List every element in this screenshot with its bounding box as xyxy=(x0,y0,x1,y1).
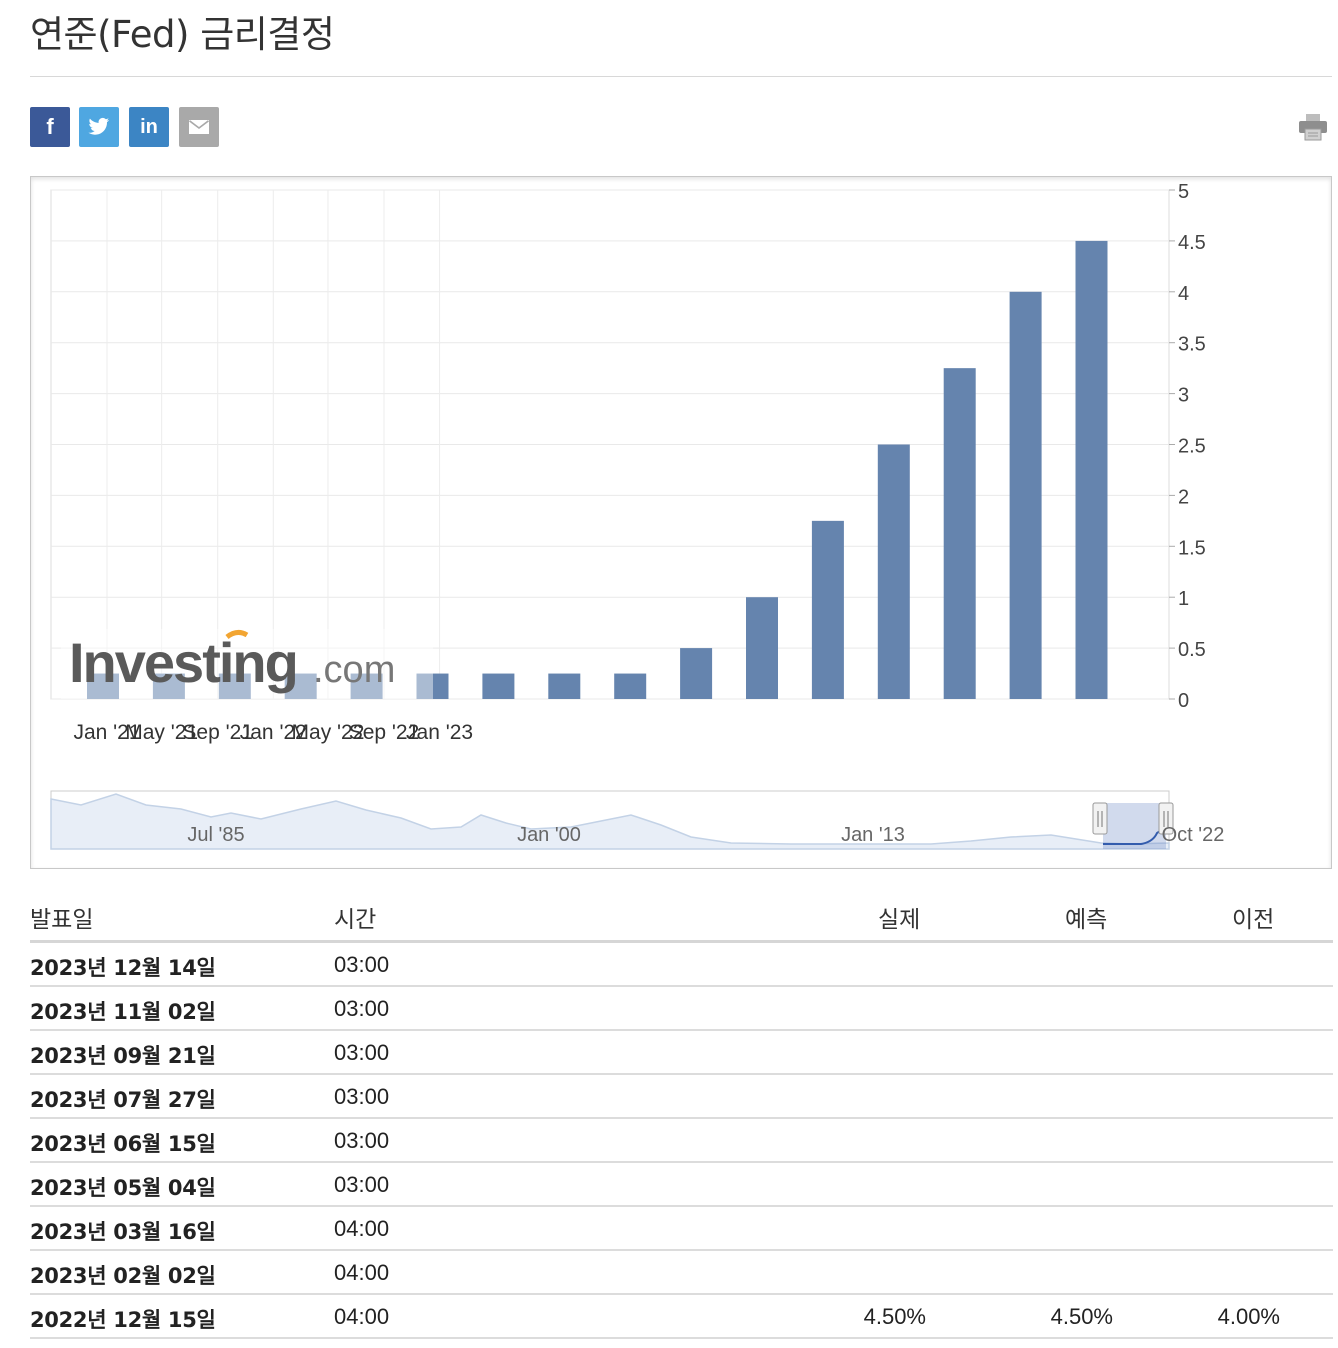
watermark-logo: Investing xyxy=(69,631,297,694)
date-cell: 2022년 12월 15일 xyxy=(30,1308,216,1332)
date-cell: 2023년 09월 21일 xyxy=(30,1044,216,1068)
x-tick-label: Jan '23 xyxy=(406,721,473,744)
y-tick-label: 3.5 xyxy=(1178,334,1206,356)
time-cell: 03:00 xyxy=(334,1128,390,1153)
time-cell: 04:00 xyxy=(334,1260,390,1285)
x-tick-label: May '22 xyxy=(292,721,365,744)
time-cell: 03:00 xyxy=(334,996,390,1021)
chart-bar xyxy=(746,597,778,699)
chart-bar xyxy=(1009,291,1042,699)
watermark-accent xyxy=(225,629,249,640)
time-cell: 03:00 xyxy=(334,952,390,977)
y-tick-label: 0.5 xyxy=(1178,639,1206,661)
twitter-bird-icon xyxy=(88,117,110,135)
chart-bar xyxy=(614,673,647,699)
chart-bar xyxy=(877,444,910,699)
date-cell: 2023년 11월 02일 xyxy=(30,1000,216,1024)
chart-bar xyxy=(152,673,185,699)
table-body: 2023년 12월 14일 03:00 2023년 11월 02일 03:00 2023… xyxy=(30,943,1333,1339)
table-row: 2023년 07월 27일 03:00 xyxy=(30,1075,1333,1119)
chart-bar xyxy=(680,648,713,699)
table-row: 2023년 11월 02일 03:00 xyxy=(30,987,1333,1031)
navigator-handle xyxy=(1092,802,1108,835)
y-tick-label: 1 xyxy=(1178,588,1189,610)
x-tick-label: Sep '22 xyxy=(349,721,420,744)
chart-bar xyxy=(1075,240,1108,699)
chart-bar xyxy=(416,673,449,699)
y-tick-label: 5 xyxy=(1178,181,1189,203)
x-tick-label: Jan '22 xyxy=(240,721,307,744)
col-date-header: 발표일 xyxy=(30,907,94,933)
navigator-area xyxy=(50,793,1170,850)
chart-bar xyxy=(943,368,976,699)
watermark-logo-suffix: .com xyxy=(313,649,395,691)
actual-cell: 4.50% xyxy=(863,1304,926,1329)
table-row: 2023년 05월 04일 03:00 xyxy=(30,1163,1333,1207)
date-cell: 2023년 05월 04일 xyxy=(30,1176,216,1200)
col-forecast-header: 예측 xyxy=(1065,907,1108,933)
time-cell: 04:00 xyxy=(334,1304,390,1329)
y-tick-label: 0 xyxy=(1178,690,1189,712)
y-tick-label: 1.5 xyxy=(1178,537,1206,559)
chart-bar xyxy=(482,673,515,699)
date-cell: 2023년 03월 16일 xyxy=(30,1220,216,1244)
chart-bar xyxy=(218,673,251,699)
printer-icon xyxy=(1299,114,1327,141)
time-cell: 03:00 xyxy=(334,1172,390,1197)
y-tick-label: 2.5 xyxy=(1178,436,1206,458)
chart-bar xyxy=(350,673,383,699)
chart-bar xyxy=(548,673,581,699)
navigator-selected-line xyxy=(1103,826,1167,845)
navigator-label: Oct '22 xyxy=(1162,824,1225,846)
col-actual-header: 실제 xyxy=(878,907,921,933)
time-cell: 04:00 xyxy=(334,1216,390,1241)
chart-container: 0 0.5 1 1.5 2 2.5 3 3.5 4 4.5 5 Jan '21 May '21 Sep '… xyxy=(30,176,1332,869)
col-time-header: 시간 xyxy=(334,907,377,933)
twitter-share-button[interactable] xyxy=(79,107,119,147)
table-row: 2022년 12월 15일 04:00 4.50% 4.50% 4.00% xyxy=(30,1295,1333,1339)
release-table: 발표일 시간 실제 예측 이전 2023년 12월 14일 03:00 2023년 … xyxy=(30,888,1333,1339)
x-tick-label: Sep '21 xyxy=(182,721,253,744)
table-header: 발표일 시간 실제 예측 이전 xyxy=(30,888,1333,943)
title-divider xyxy=(30,76,1332,77)
time-cell: 03:00 xyxy=(334,1084,390,1109)
print-button[interactable] xyxy=(1298,112,1328,142)
page-title: 연준(Fed) 금리결정 xyxy=(30,13,335,56)
date-cell: 2023년 12월 14일 xyxy=(30,956,216,980)
previous-cell: 4.00% xyxy=(1217,1304,1280,1329)
navigator-label: Jan '13 xyxy=(841,824,905,846)
facebook-share-button[interactable]: f xyxy=(30,107,70,147)
x-tick-label: Jan '21 xyxy=(73,721,140,744)
chart-bar xyxy=(284,673,317,699)
forecast-cell: 4.50% xyxy=(1050,1304,1113,1329)
y-tick-label: 4 xyxy=(1178,283,1189,305)
envelope-icon xyxy=(189,120,209,134)
table-row: 2023년 03월 16일 04:00 xyxy=(30,1207,1333,1251)
x-tick-label: May '21 xyxy=(125,721,198,744)
chart-bar xyxy=(87,673,119,699)
y-tick-label: 3 xyxy=(1178,385,1189,407)
table-row: 2023년 06월 15일 03:00 xyxy=(30,1119,1333,1163)
facebook-icon: f xyxy=(46,114,54,139)
watermark-backdrop xyxy=(61,629,433,699)
time-cell: 03:00 xyxy=(334,1040,390,1065)
chart-bar xyxy=(811,520,844,699)
y-tick-label: 2 xyxy=(1178,486,1189,508)
date-cell: 2023년 02월 02일 xyxy=(30,1264,216,1288)
col-previous-header: 이전 xyxy=(1232,907,1275,933)
date-cell: 2023년 06월 15일 xyxy=(30,1132,216,1156)
date-cell: 2023년 07월 27일 xyxy=(30,1088,216,1112)
linkedin-share-button[interactable]: in xyxy=(129,107,169,147)
table-row: 2023년 09월 21일 03:00 xyxy=(30,1031,1333,1075)
email-share-button[interactable] xyxy=(179,107,219,147)
navigator-label: Jul '85 xyxy=(187,824,244,846)
navigator-selection xyxy=(1103,803,1166,849)
navigator-handle xyxy=(1158,802,1174,835)
navigator-label: Jan '00 xyxy=(517,824,581,846)
table-row: 2023년 02월 02일 04:00 xyxy=(30,1251,1333,1295)
y-tick-label: 4.5 xyxy=(1178,232,1206,254)
linkedin-icon: in xyxy=(140,115,158,138)
table-row: 2023년 12월 14일 03:00 xyxy=(30,943,1333,987)
